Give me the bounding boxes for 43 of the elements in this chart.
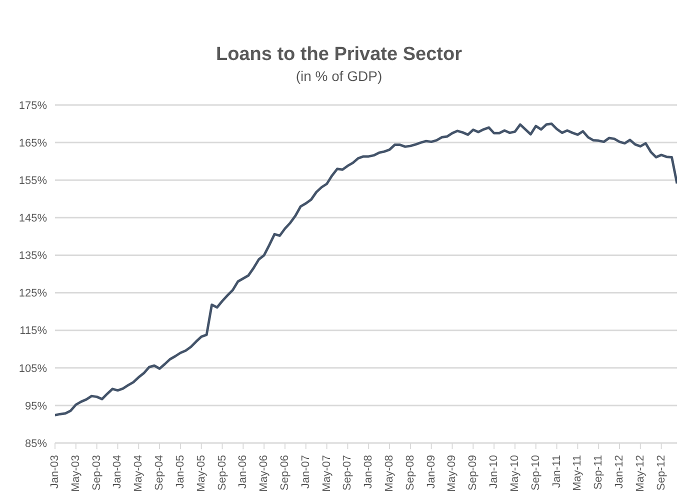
x-tick-label: Jan-07 <box>300 455 312 489</box>
y-tick-label: 85% <box>24 438 48 450</box>
y-tick-label: 135% <box>18 250 48 262</box>
x-tick-label: Jan-10 <box>488 455 500 489</box>
y-tick-label: 145% <box>18 212 48 225</box>
y-tick-label: 165% <box>18 137 48 150</box>
x-tick-label: Jan-08 <box>362 455 375 489</box>
x-tick-label: Sep-12 <box>655 455 668 490</box>
x-tick-label: May-11 <box>572 455 584 491</box>
x-tick-label: May-06 <box>258 455 270 492</box>
x-tick-label: Sep-06 <box>278 455 291 490</box>
y-tick-label: 105% <box>18 362 48 375</box>
x-tick-label: Jan-06 <box>237 455 250 489</box>
x-tick-label: Jan-03 <box>49 455 61 489</box>
x-tick-label: May-08 <box>384 455 396 492</box>
x-tick-label: Jan-09 <box>425 455 438 489</box>
x-tick-label: Jan-05 <box>174 455 186 489</box>
x-tick-label: Sep-04 <box>154 455 166 490</box>
x-tick-label: May-04 <box>132 455 145 492</box>
chart-subtitle: (in % of GDP) <box>294 68 384 84</box>
y-tick-label: 175% <box>18 100 48 112</box>
x-tick-label: Sep-05 <box>216 455 228 490</box>
x-tick-label: May-07 <box>320 455 333 492</box>
x-tick-label: May-03 <box>70 455 82 492</box>
x-tick-label: May-10 <box>508 455 521 492</box>
x-tick-label: Sep-07 <box>342 455 354 490</box>
x-tick-label: May-12 <box>634 455 646 492</box>
line-series <box>55 122 677 416</box>
y-tick-label: 115% <box>20 325 48 338</box>
x-tick-label: Jan-04 <box>112 455 124 489</box>
x-tick-label: Jan-12 <box>614 455 626 489</box>
y-tick-label: 125% <box>18 288 48 300</box>
x-tick-label: May-09 <box>446 455 458 492</box>
y-tick-label: 155% <box>18 175 48 188</box>
x-tick-label: Jan-11 <box>550 455 563 488</box>
x-tick-label: May-05 <box>195 455 208 492</box>
x-tick-label: Sep-11 <box>592 455 605 490</box>
x-tick-label: Sep-03 <box>90 455 103 490</box>
x-tick-label: Sep-09 <box>467 455 480 490</box>
chart-title: Loans to the Private Sector <box>214 44 463 66</box>
x-tick-label: Sep-08 <box>404 455 416 490</box>
y-tick-label: 95% <box>24 400 48 412</box>
x-tick-label: Sep-10 <box>530 455 542 490</box>
